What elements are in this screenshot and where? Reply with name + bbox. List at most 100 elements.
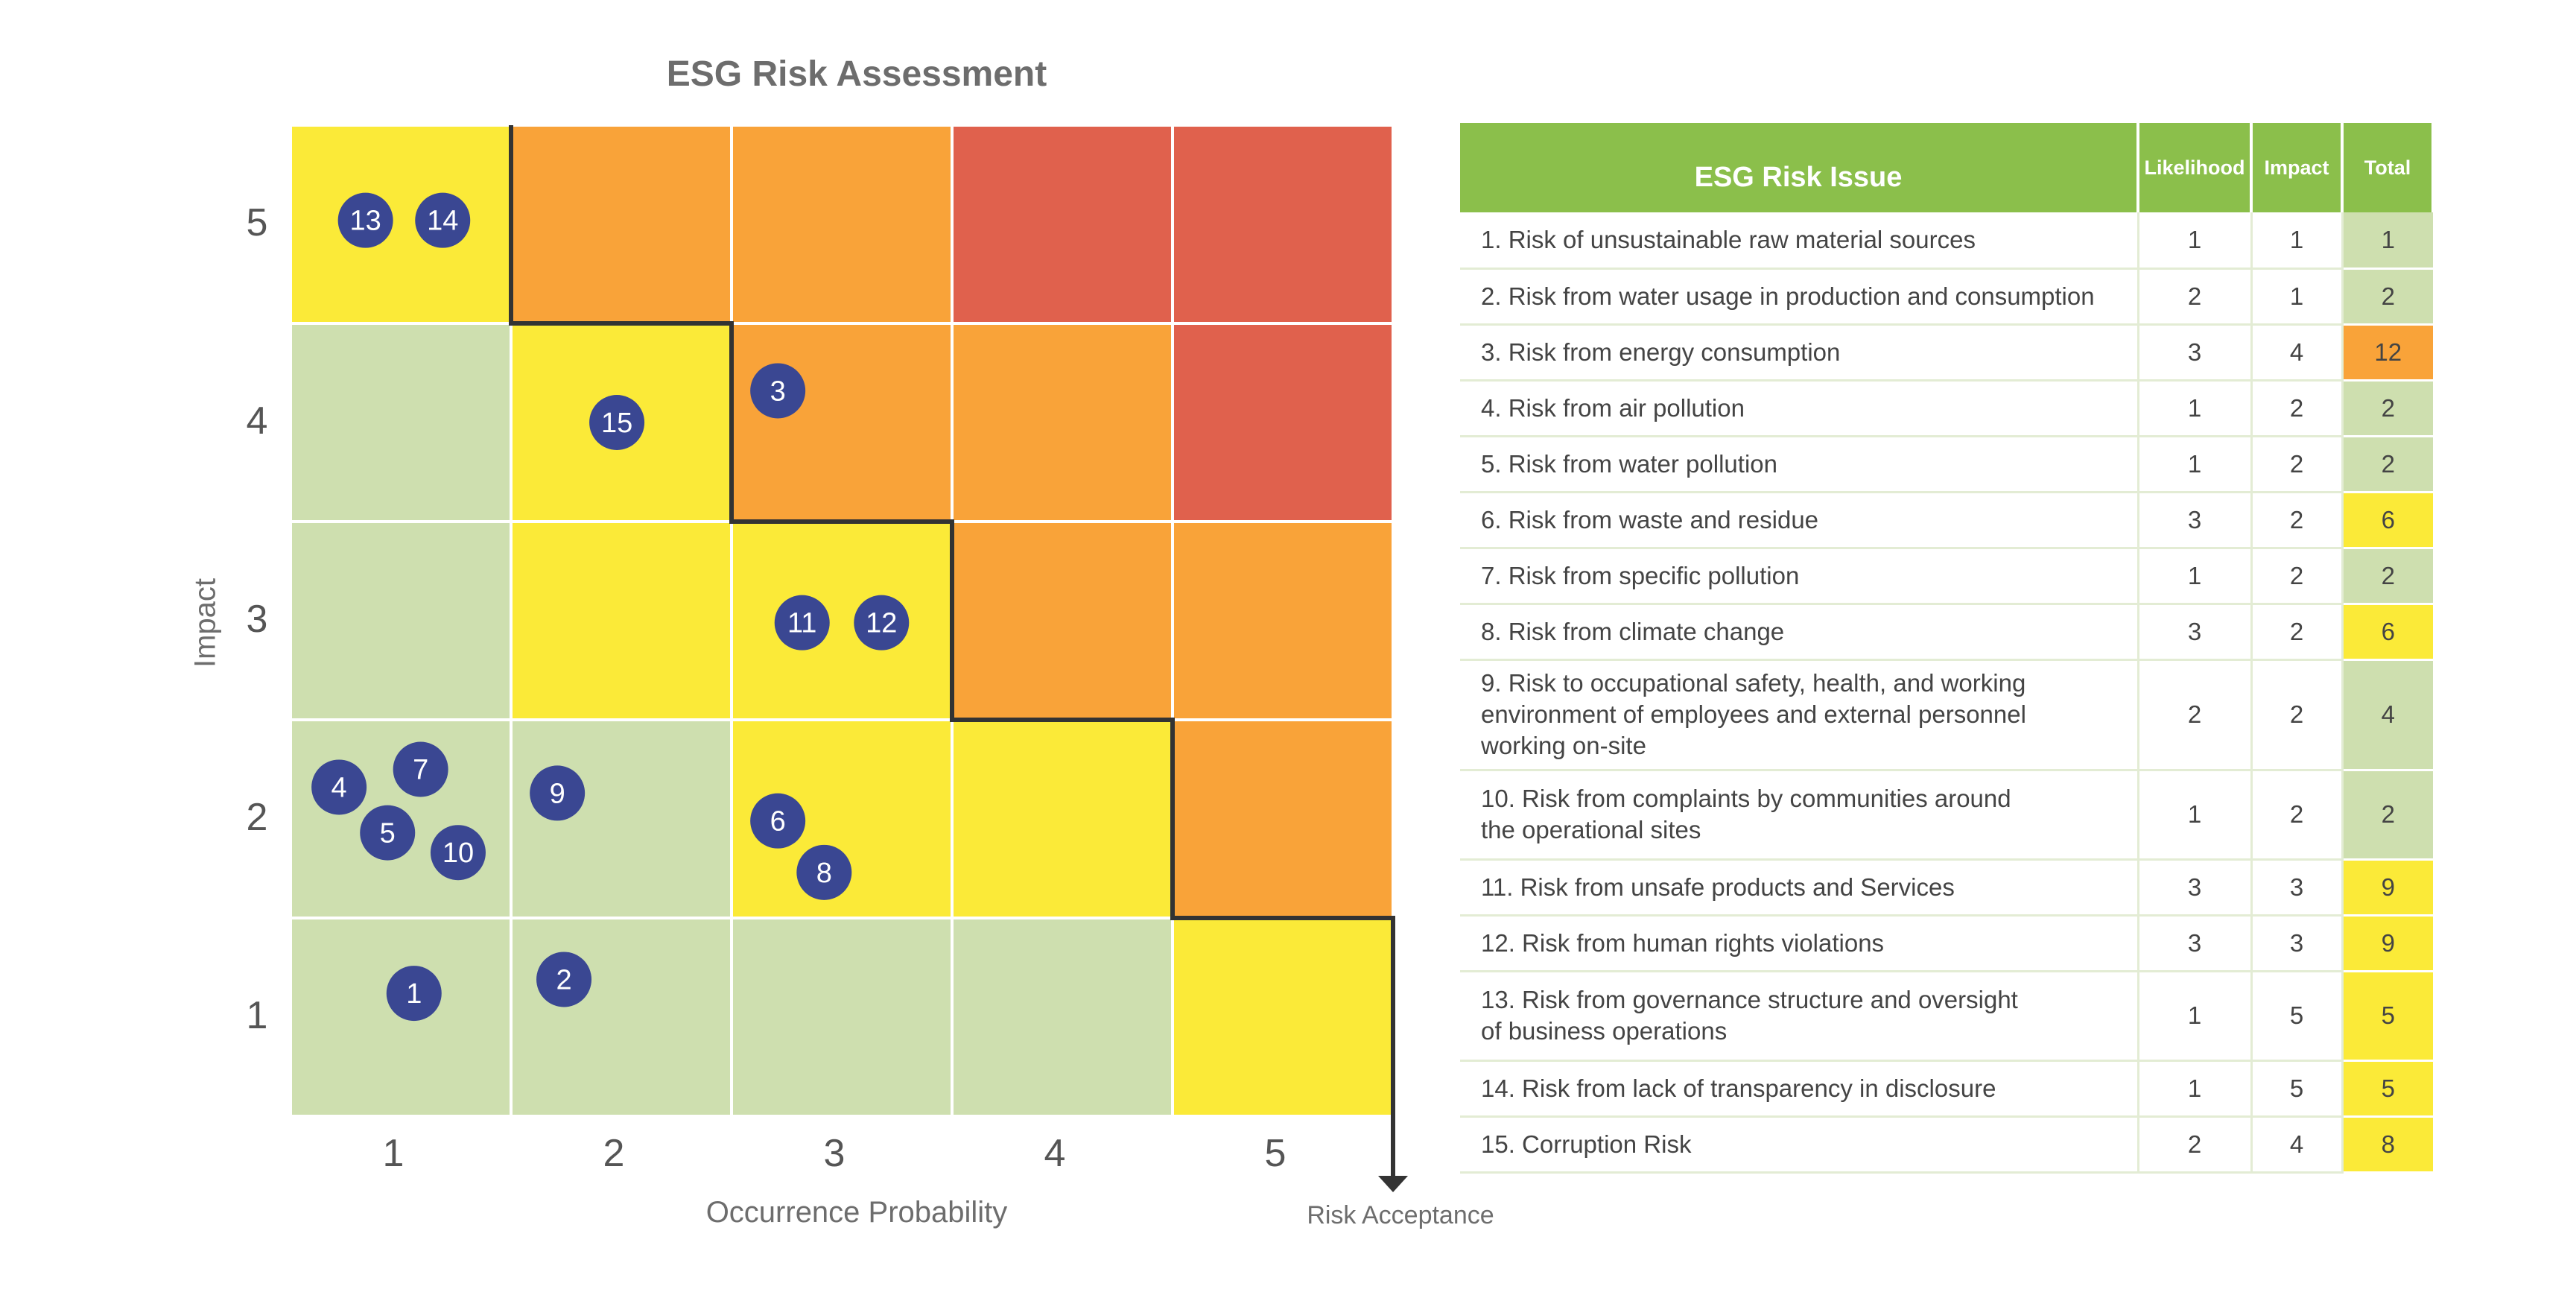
issue-cell: 14. Risk from lack of transparency in di…: [1460, 1060, 2138, 1118]
total-cell: 6: [2341, 492, 2433, 549]
impact-cell: 2: [2250, 770, 2342, 861]
matrix-cell: [951, 124, 1174, 325]
header-issue: ESG Risk Issue: [1460, 123, 2139, 212]
matrix-cell: [951, 718, 1174, 919]
impact-cell: 3: [2250, 859, 2342, 917]
matrix-cell: [510, 917, 733, 1118]
boundary-arrowhead: [1378, 1176, 1408, 1192]
impact-cell: 2: [2250, 492, 2342, 549]
issue-text: 1. Risk of unsustainable raw material so…: [1481, 225, 1976, 253]
x-tick-label: 4: [1044, 1132, 1066, 1175]
likelihood-cell: 1: [2136, 380, 2251, 437]
risk-marker-circle: [337, 192, 393, 248]
risk-marker-10: 10: [430, 825, 486, 881]
matrix-cell: [510, 718, 733, 919]
risk-marker-11: 11: [774, 595, 830, 650]
risk-marker-circle: [774, 595, 830, 650]
y-axis-label: Impact: [188, 577, 222, 668]
y-tick-label: 2: [246, 796, 268, 839]
likelihood-cell: 3: [2136, 324, 2251, 382]
risk-marker-5: 5: [360, 805, 416, 861]
risk-marker-12: 12: [854, 595, 910, 650]
table-row: 4. Risk from air pollution 1 2 2: [1460, 380, 2433, 437]
matrix-cell: [289, 124, 513, 325]
matrix-cell: [510, 520, 733, 721]
matrix-cell: [289, 322, 513, 523]
risk-marker-8: 8: [796, 844, 852, 900]
likelihood-cell: 1: [2136, 548, 2251, 605]
impact-cell: 5: [2250, 971, 2342, 1062]
x-tick-label: 3: [823, 1132, 846, 1175]
issue-text: 4. Risk from air pollution: [1481, 393, 1745, 422]
risk-marker-label: 8: [816, 858, 832, 889]
table-row: 12. Risk from human rights violations 3 3 9: [1460, 915, 2433, 972]
issue-text: 7. Risk from specific pollution: [1481, 561, 1800, 589]
likelihood-cell: 3: [2136, 859, 2251, 917]
total-cell: 2: [2341, 770, 2433, 861]
x-axis-label: Occurrence Probability: [705, 1196, 1008, 1229]
risk-marker-circle: [360, 805, 416, 861]
issue-cell: 4. Risk from air pollution: [1460, 380, 2138, 437]
total-cell: 6: [2341, 604, 2433, 661]
header-impact: Impact: [2251, 123, 2344, 212]
total-cell: 2: [2341, 436, 2433, 493]
risk-acceptance-boundary: [509, 125, 1395, 1176]
issue-text: 13. Risk from governance structure and o…: [1481, 986, 2018, 1045]
matrix-cell: [1171, 520, 1395, 721]
matrix-cell: [510, 124, 733, 325]
matrix-cell: [289, 520, 513, 721]
x-tick-label: 1: [382, 1132, 405, 1175]
likelihood-cell: 2: [2136, 659, 2251, 771]
issue-cell: 8. Risk from climate change: [1460, 604, 2138, 661]
risk-marker-2: 2: [536, 952, 592, 1007]
risk-marker-3: 3: [750, 363, 806, 419]
table-row: 6. Risk from waste and residue 3 2 6: [1460, 492, 2433, 549]
risk-marker-label: 12: [866, 608, 897, 639]
risk-marker-circle: [530, 765, 586, 821]
risk-marker-label: 4: [331, 772, 347, 803]
risk-marker-circle: [750, 363, 806, 419]
impact-cell: 5: [2250, 1060, 2342, 1118]
table-row: 14. Risk from lack of transparency in di…: [1460, 1060, 2433, 1118]
matrix-cell: [730, 520, 954, 721]
risk-marker-7: 7: [393, 741, 448, 797]
impact-cell: 3: [2250, 915, 2342, 972]
risk-marker-circle: [796, 844, 852, 900]
likelihood-cell: 1: [2136, 1060, 2251, 1118]
chart-title: ESG Risk Assessment: [666, 54, 1047, 94]
risk-marker-1: 1: [386, 966, 442, 1022]
total-cell: 12: [2341, 324, 2433, 382]
likelihood-cell: 1: [2136, 770, 2251, 861]
y-tick-label: 4: [246, 399, 268, 443]
issue-cell: 7. Risk from specific pollution: [1460, 548, 2138, 605]
likelihood-cell: 2: [2136, 268, 2251, 326]
risk-marker-circle: [393, 741, 448, 797]
risk-marker-circle: [386, 966, 442, 1022]
total-cell: 2: [2341, 380, 2433, 437]
issue-text: 6. Risk from waste and residue: [1481, 505, 1819, 534]
risk-marker-label: 1: [406, 978, 422, 1010]
matrix-cell: [1171, 718, 1395, 919]
issue-cell: 15. Corruption Risk: [1460, 1116, 2138, 1174]
risk-marker-label: 13: [349, 206, 381, 237]
total-cell: 2: [2341, 268, 2433, 326]
risk-marker-circle: [536, 952, 592, 1007]
impact-cell: 2: [2250, 548, 2342, 605]
table-row: 10. Risk from complaints by communities …: [1460, 770, 2433, 861]
risk-marker-circle: [430, 825, 486, 881]
issue-cell: 6. Risk from waste and residue: [1460, 492, 2138, 549]
issue-text: 12. Risk from human rights violations: [1481, 928, 1885, 957]
issue-cell: 11. Risk from unsafe products and Servic…: [1460, 859, 2138, 917]
x-tick-label: 2: [603, 1132, 625, 1175]
risk-marker-label: 10: [442, 838, 474, 869]
header-total: Total: [2342, 123, 2434, 212]
y-tick-label: 3: [246, 598, 268, 641]
risk-marker-label: 2: [556, 964, 571, 995]
table-row: 5. Risk from water pollution 1 2 2: [1460, 436, 2433, 493]
issue-text: 15. Corruption Risk: [1481, 1130, 1692, 1158]
issue-text: 5. Risk from water pollution: [1481, 449, 1777, 478]
impact-cell: 2: [2250, 604, 2342, 661]
risk-marker-6: 6: [750, 793, 806, 849]
total-cell: 2: [2341, 548, 2433, 605]
